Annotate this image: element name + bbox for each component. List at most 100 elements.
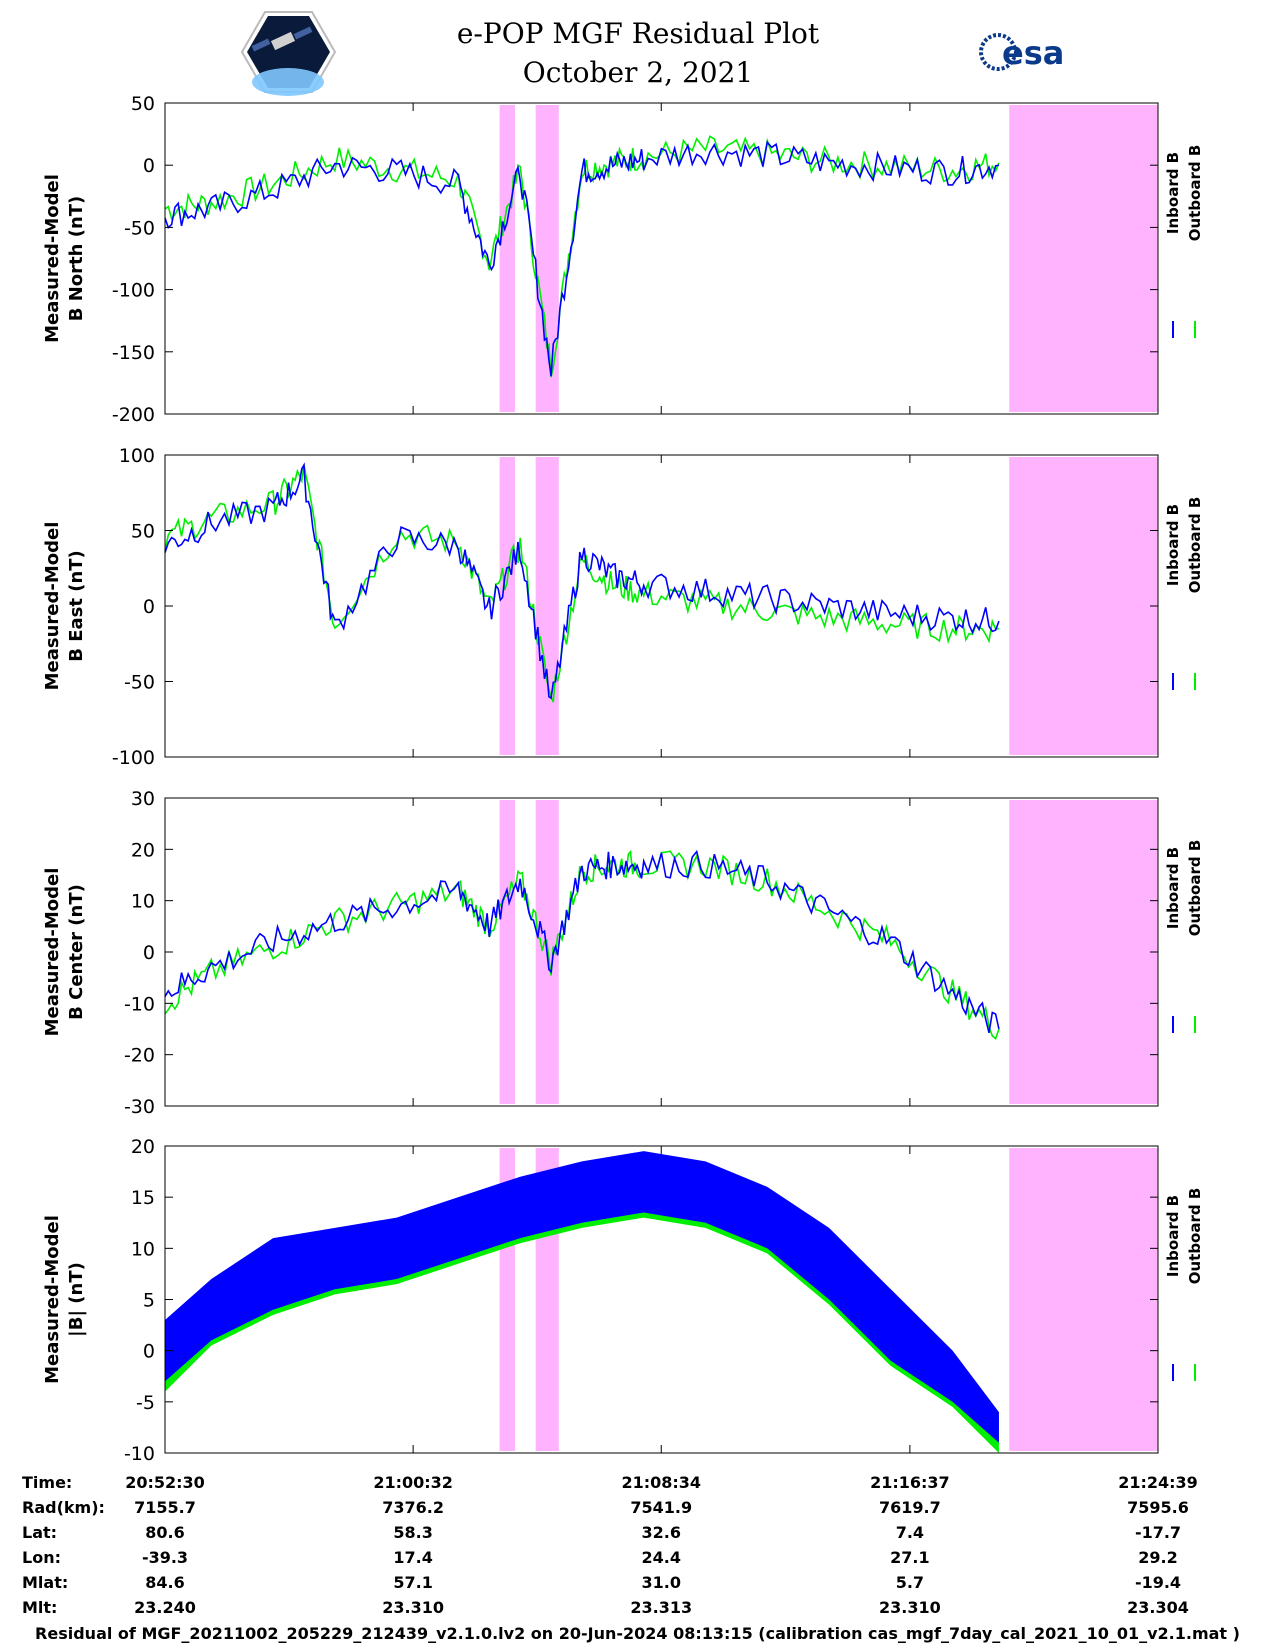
shaded-interval — [1009, 800, 1158, 1104]
ephemeris-value: 23.313 — [630, 1598, 692, 1617]
ephemeris-row-label: Mlat: — [22, 1573, 68, 1592]
shaded-interval — [499, 105, 516, 412]
y-tick-label: 15 — [131, 1187, 155, 1209]
ephemeris-value: 58.3 — [393, 1523, 432, 1542]
panel-3: 30 20 10 0 -10 -20 -30 Measured-Model B Center (… — [42, 788, 1204, 1118]
esa-logo: esa — [979, 33, 1064, 72]
panel-1: 50 0 -50 -100 -150 -200 Measured-Model B North … — [42, 93, 1204, 426]
series-outboard-line — [164, 849, 1000, 1041]
y-tick-label: 0 — [143, 1341, 155, 1363]
y-axis-label: Measured-Model — [42, 522, 63, 691]
series-inboard-band — [165, 1151, 999, 1443]
ephemeris-value: 23.304 — [1127, 1598, 1189, 1617]
y-tick-label: -10 — [124, 1443, 155, 1465]
y-tick-label: -50 — [124, 672, 155, 694]
series-outboard-line — [164, 464, 999, 703]
shaded-interval — [1009, 1148, 1158, 1451]
legend-outboard-label: Outboard B — [1186, 145, 1204, 242]
ephemeris-row-label: Lon: — [22, 1548, 61, 1567]
y-tick-label: 50 — [131, 93, 155, 115]
ephemeris-value: -19.4 — [1135, 1573, 1181, 1592]
chart-subtitle: October 2, 2021 — [523, 56, 753, 89]
ephemeris-value: 5.7 — [896, 1573, 924, 1592]
panel-4: 20 15 10 5 0 -5 -10 Measured-Model |B| (nT) Inboa… — [42, 1136, 1204, 1465]
legend-outboard-label: Outboard B — [1186, 1188, 1204, 1285]
ephemeris-value: -39.3 — [142, 1548, 188, 1567]
ephemeris-value: 21:08:34 — [621, 1473, 701, 1492]
series-inboard-line — [164, 849, 1000, 1034]
series-inboard-line — [164, 462, 1000, 700]
ephemeris-value: 84.6 — [145, 1573, 184, 1592]
y-axis-label: Measured-Model — [42, 1215, 63, 1384]
legend-outboard-label: Outboard B — [1186, 840, 1204, 937]
ephemeris-value: 7376.2 — [382, 1498, 444, 1517]
y-axis-label: B North (nT) — [66, 196, 87, 322]
ephemeris-value: 7619.7 — [879, 1498, 941, 1517]
ephemeris-row-label: Time: — [22, 1473, 72, 1492]
legend-inboard-label: Inboard B — [1164, 847, 1182, 929]
shaded-interval — [535, 105, 559, 412]
y-tick-label: 20 — [131, 839, 155, 861]
y-axis-label: |B| (nT) — [66, 1262, 87, 1337]
ephemeris-row-label: Mlt: — [22, 1598, 57, 1617]
plot-frame — [164, 797, 1159, 1107]
y-axis-label: Measured-Model — [42, 174, 63, 343]
shaded-interval — [1009, 105, 1158, 412]
y-tick-label: 0 — [143, 942, 155, 964]
cassiope-logo — [240, 11, 337, 96]
ephemeris-value: 21:24:39 — [1118, 1473, 1198, 1492]
panel-2: 100 50 0 -50 -100 Measured-Model B East (nT) In… — [42, 445, 1204, 769]
ephemeris-value: 24.4 — [642, 1548, 681, 1567]
y-tick-label: -50 — [124, 217, 155, 239]
esa-logo-text: esa — [1002, 34, 1064, 72]
y-tick-label: -30 — [124, 1096, 155, 1118]
ephemeris-value: 20:52:30 — [125, 1473, 205, 1492]
legend-outboard-label: Outboard B — [1186, 497, 1204, 594]
y-tick-label: -20 — [124, 1045, 155, 1067]
y-tick-label: -100 — [112, 280, 155, 302]
ephemeris-value: 21:16:37 — [870, 1473, 950, 1492]
ephemeris-value: 57.1 — [393, 1573, 432, 1592]
legend-inboard-label: Inboard B — [1164, 152, 1182, 234]
y-tick-label: 0 — [143, 155, 155, 177]
y-tick-label: 20 — [131, 1136, 155, 1158]
ephemeris-value: 23.310 — [382, 1598, 444, 1617]
ephemeris-row-label: Rad(km): — [22, 1498, 105, 1517]
y-tick-label: 50 — [131, 521, 155, 543]
y-tick-label: -150 — [112, 342, 155, 364]
legend-inboard-label: Inboard B — [1164, 1195, 1182, 1277]
shaded-interval — [1009, 457, 1158, 755]
ephemeris-value: -17.7 — [1135, 1523, 1181, 1542]
shaded-interval — [499, 800, 516, 1104]
ephemeris-value: 7595.6 — [1127, 1498, 1189, 1517]
ephemeris-value: 17.4 — [393, 1548, 432, 1567]
y-axis-label: B Center (nT) — [66, 884, 87, 1020]
ephemeris-value: 27.1 — [890, 1548, 929, 1567]
ephemeris-value: 80.6 — [145, 1523, 184, 1542]
y-tick-label: 10 — [131, 891, 155, 913]
ephemeris-value: 21:00:32 — [373, 1473, 453, 1492]
y-tick-label: -5 — [136, 1392, 155, 1414]
y-tick-label: 10 — [131, 1238, 155, 1260]
y-tick-label: 100 — [119, 445, 155, 467]
ephemeris-row-label: Lat: — [22, 1523, 57, 1542]
ephemeris-value: 7.4 — [896, 1523, 924, 1542]
ephemeris-value: 7541.9 — [630, 1498, 692, 1517]
y-tick-label: 30 — [131, 788, 155, 810]
ephemeris-value: 29.2 — [1138, 1548, 1177, 1567]
y-axis-label: Measured-Model — [42, 868, 63, 1037]
ephemeris-value: 31.0 — [642, 1573, 681, 1592]
ephemeris-value: 23.240 — [134, 1598, 196, 1617]
shaded-interval — [535, 457, 559, 755]
y-tick-label: -200 — [112, 404, 155, 426]
y-axis-label: B East (nT) — [66, 550, 87, 662]
shaded-interval — [499, 457, 516, 755]
ephemeris-table: Time: 20:52:30 21:00:32 21:08:34 21:16:37 21:… — [22, 1473, 1198, 1617]
plot-frame — [164, 454, 1159, 758]
ephemeris-value: 7155.7 — [134, 1498, 196, 1517]
ephemeris-value: 23.310 — [879, 1598, 941, 1617]
ephemeris-value: 32.6 — [642, 1523, 681, 1542]
